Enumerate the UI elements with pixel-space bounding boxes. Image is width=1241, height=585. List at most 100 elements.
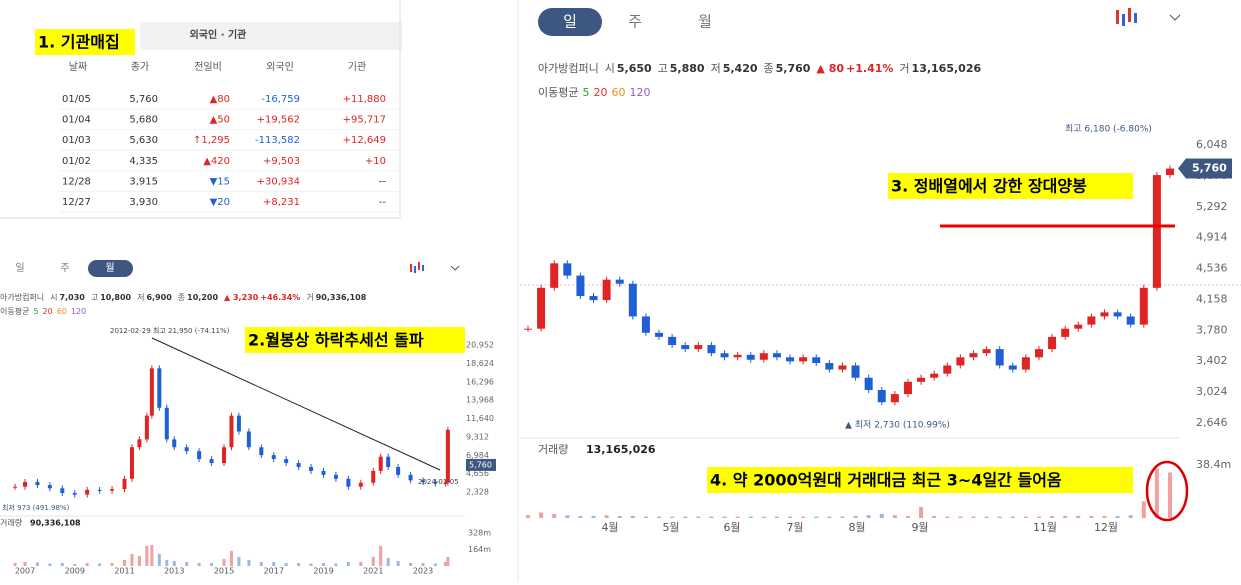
volume-bar — [322, 562, 325, 566]
candle — [772, 353, 781, 358]
x-tick-label: 2009 — [65, 567, 85, 576]
candle — [129, 447, 134, 479]
y-tick-label: 9,312 — [466, 432, 489, 441]
candle — [144, 415, 149, 440]
candle — [655, 332, 664, 337]
candle — [443, 482, 448, 484]
volume-bar — [123, 559, 126, 566]
y-tick-label: 11,640 — [466, 414, 494, 423]
volume-tick-label: 38.4m — [1196, 458, 1231, 471]
volume-bar — [433, 563, 437, 566]
y-tick-label: 16,296 — [466, 377, 494, 386]
x-tick-label: 2013 — [164, 567, 184, 576]
table-cell: +9,503 — [263, 156, 300, 167]
ma-item: 이동평균 — [538, 86, 578, 99]
dropdown-arrow[interactable] — [450, 265, 460, 271]
tab[interactable]: 월 — [698, 13, 712, 31]
volume-bar — [60, 562, 64, 566]
volume-bar — [1089, 515, 1094, 518]
volume-bar — [110, 562, 114, 566]
info-item: 저 — [137, 293, 144, 302]
tab[interactable]: 주 — [60, 263, 69, 274]
info-item: 5,420 — [723, 62, 758, 75]
info-item: 아가방컴퍼니 — [0, 292, 44, 302]
price-tag-label: 5,760 — [1192, 162, 1227, 175]
volume-bar — [150, 544, 154, 566]
volume-total: 13,165,026 — [586, 443, 656, 456]
candle — [759, 353, 768, 360]
tab[interactable]: 월 — [105, 262, 114, 274]
ma-item: 120 — [71, 307, 86, 316]
candle — [371, 470, 376, 483]
column-header: 외국인 — [266, 61, 294, 73]
candle — [271, 455, 276, 460]
annotation-box — [707, 467, 1133, 493]
ma-item: 60 — [611, 86, 625, 99]
candle — [396, 466, 401, 475]
volume-bar — [997, 516, 1002, 518]
tab-selected[interactable] — [538, 8, 602, 36]
volume-bar — [1128, 515, 1133, 518]
table-cell: 4,335 — [129, 156, 158, 167]
candle — [149, 368, 154, 416]
date-label: 2024-01-05 — [418, 478, 459, 486]
candle — [943, 365, 952, 374]
tab[interactable]: 일 — [15, 262, 24, 274]
candle — [1139, 287, 1148, 325]
info-item: 10,200 — [187, 293, 218, 302]
candle — [1034, 349, 1043, 358]
candle — [1100, 312, 1109, 317]
volume-bar — [1010, 516, 1015, 518]
candle — [97, 489, 102, 491]
volume-bar — [604, 515, 609, 518]
candle — [284, 459, 289, 464]
volume-bar — [892, 515, 897, 518]
info-item: +1.41% — [846, 62, 893, 75]
table-cell: ▲50 — [210, 115, 230, 126]
volume-bar — [1036, 516, 1041, 518]
candle — [35, 481, 40, 486]
column-header: 전일비 — [194, 61, 222, 73]
candle — [164, 407, 169, 440]
table-title: 외국인 · 기관 — [190, 28, 248, 41]
column-header: 날짜 — [69, 61, 87, 73]
table-cell: 3,930 — [129, 197, 158, 208]
y-tick-label: 6,048 — [1196, 138, 1228, 151]
y-tick-label: 20,952 — [466, 341, 494, 350]
candle — [864, 377, 873, 390]
volume-bar — [657, 516, 662, 518]
candle — [589, 296, 598, 301]
ma-item: 20 — [43, 307, 53, 316]
candle — [197, 451, 202, 460]
info-item: 7,030 — [60, 293, 86, 302]
volume-bar — [165, 559, 169, 566]
tab[interactable]: 주 — [628, 13, 642, 31]
volume-bar — [259, 561, 263, 566]
candle — [681, 345, 690, 350]
candle — [1152, 175, 1161, 288]
ma-item: 5 — [33, 307, 38, 316]
icon — [1116, 10, 1119, 24]
icon — [1134, 13, 1137, 23]
annotation-box — [245, 327, 465, 353]
tab-selected[interactable] — [88, 260, 133, 277]
volume-bar — [1154, 468, 1159, 518]
info-item: 거 — [306, 293, 313, 302]
volume-bar — [945, 516, 950, 518]
table-cell: +11,880 — [343, 94, 386, 105]
table-title-bar — [140, 22, 402, 50]
dropdown-arrow[interactable] — [1169, 14, 1181, 21]
info-item: 거 — [899, 62, 909, 75]
info-item: 5,880 — [670, 62, 705, 75]
y-tick-label: 2,646 — [1196, 416, 1228, 429]
y-tick-label: 3,402 — [1196, 354, 1228, 367]
volume-bar — [346, 561, 350, 566]
table-cell: +8,231 — [263, 197, 300, 208]
candle — [668, 336, 677, 346]
info-item: ▲ 80 — [816, 62, 844, 75]
icon — [1128, 8, 1131, 22]
ma-item: 5 — [582, 86, 589, 99]
volume-bar — [48, 563, 52, 566]
y-tick-label: 4,536 — [1196, 262, 1228, 275]
tab[interactable]: 일 — [563, 13, 577, 31]
